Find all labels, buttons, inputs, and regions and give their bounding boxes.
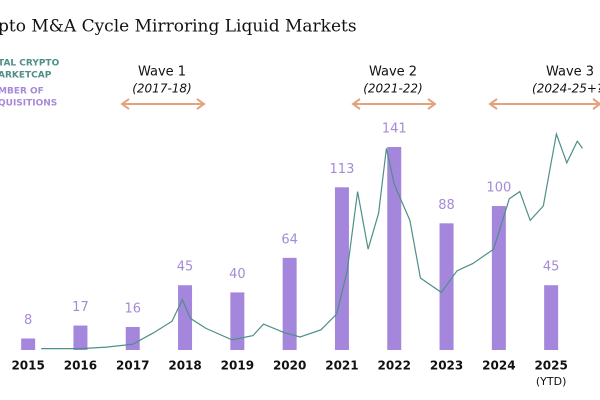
bar [230,292,245,350]
x-tick-label: 2021 [325,359,358,373]
arrow-head [351,98,361,110]
wave-years: (2021-22) [363,82,423,96]
value-label: 45 [543,260,560,275]
legend-label: QUISITIONS [0,99,57,109]
x-tick-label: 2022 [378,359,411,373]
x-tick-label: 2023 [430,359,463,373]
bar [21,338,36,350]
wave-years: (2024-25+?) [532,82,600,96]
value-label: 8 [24,313,32,328]
value-label: 113 [330,162,355,177]
x-tick-note: (YTD) [536,375,567,388]
x-tick-label: 2024 [482,359,515,373]
value-label: 88 [438,198,455,213]
x-tick-label: 2016 [64,359,97,373]
value-label: 64 [281,232,298,247]
wave-label: Wave 3 [546,65,594,80]
x-tick-label: 2018 [168,359,201,373]
x-tick-label: 2015 [11,359,44,373]
value-label: 141 [382,122,407,137]
wave-label: Wave 1 [138,65,186,80]
value-label: 45 [177,260,194,275]
chart-title: pto M&A Cycle Mirroring Liquid Markets [0,17,357,37]
bar [282,257,297,350]
x-tick-label: 2020 [273,359,306,373]
value-label: 100 [486,181,511,196]
bar [491,206,506,350]
x-tick-label: 2017 [116,359,149,373]
arrow-head [427,98,437,110]
legend-label: ARKETCAP [0,71,52,81]
x-tick-label: 2019 [221,359,254,373]
bar [73,325,88,350]
arrow-head [592,98,600,110]
bar [544,285,559,350]
arrow-head [488,98,498,110]
arrow-head [196,98,206,110]
bar [334,187,349,350]
value-label: 17 [72,300,89,315]
legend-label: TAL CRYPTO [0,59,60,69]
bar [439,223,454,350]
value-label: 40 [229,267,246,282]
x-tick-label: 2025 [534,359,567,373]
arrow-head [120,98,130,110]
marketcap-line [41,131,583,350]
bar [387,147,402,350]
value-label: 16 [124,301,141,316]
bar [125,326,140,350]
legend-label: MBER OF [0,87,44,97]
wave-years: (2017-18) [132,82,192,96]
wave-label: Wave 2 [369,65,417,80]
